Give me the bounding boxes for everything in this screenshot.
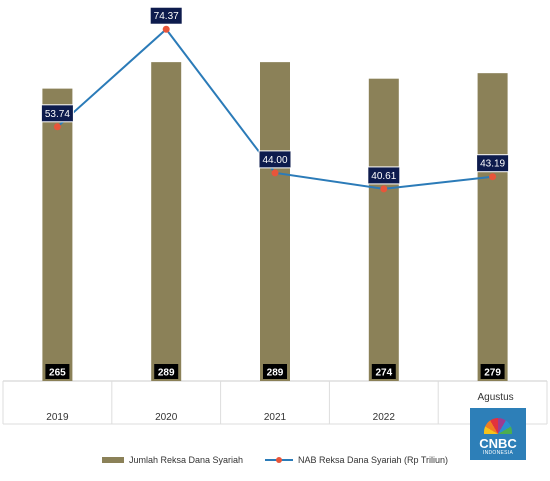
bar-value-label: 279: [484, 368, 501, 379]
line-point: [271, 169, 279, 177]
line-value-label: 74.37: [154, 11, 179, 22]
bar-value-label: 274: [375, 368, 392, 379]
legend-label-line: NAB Reksa Dana Syariah (Rp Triliun): [298, 455, 449, 465]
bar-value-label: 289: [267, 368, 284, 379]
category-table: 2019202020212022Agustus2023: [2, 380, 548, 425]
peacock-icon: [484, 418, 512, 434]
line-label-box: [149, 6, 183, 25]
bars-layer: [42, 62, 508, 382]
bar-label-box: [371, 364, 396, 379]
bar: [477, 73, 508, 382]
logo-text: CNBC: [479, 436, 517, 451]
line-label-box: [258, 150, 292, 169]
line-value-label: 44.00: [262, 155, 287, 166]
line-value-label: 53.74: [45, 109, 70, 120]
line-point: [489, 173, 497, 181]
bar: [151, 62, 182, 382]
legend-item-bar: Jumlah Reksa Dana Syariah: [101, 455, 243, 465]
line-label-box: [40, 104, 74, 123]
category-label: 2021: [264, 412, 287, 423]
category-label: 2019: [46, 412, 69, 423]
line-value-label: 40.61: [371, 171, 396, 182]
bar-label-box: [154, 364, 179, 379]
bar-label-box: [480, 364, 505, 379]
line-layer: [53, 25, 497, 193]
legend-swatch-line: [265, 456, 293, 464]
bar: [42, 88, 73, 381]
bar-label-box: [263, 364, 287, 379]
legend-label-bar: Jumlah Reksa Dana Syariah: [128, 455, 243, 465]
legend: Jumlah Reksa Dana Syariah NAB Reksa Dana…: [0, 455, 550, 465]
cnbc-logo: CNBC INDONESIA: [470, 408, 526, 460]
legend-item-line: NAB Reksa Dana Syariah (Rp Triliun): [265, 455, 448, 465]
bar-value-label: 289: [158, 368, 175, 379]
labels-layer: 265 289 289 274 279 53.74 74.37 44.00 40.61 43.19: [40, 6, 510, 379]
line-point: [380, 185, 388, 193]
category-label: 2020: [155, 412, 178, 423]
line-value-label: 43.19: [480, 159, 505, 170]
line-point: [53, 123, 61, 131]
line-label-box: [367, 166, 401, 185]
bar-label-box: [45, 364, 70, 379]
bar: [368, 78, 399, 381]
logo-subtext: INDONESIA: [482, 450, 514, 456]
bar: [260, 62, 290, 382]
line-label-box: [476, 154, 510, 173]
legend-swatch-bar: [101, 457, 124, 463]
line-point: [162, 25, 170, 33]
category-label: 2022: [373, 412, 396, 423]
bar-value-label: 265: [49, 368, 66, 379]
category-prefix-label: Agustus: [478, 392, 514, 403]
